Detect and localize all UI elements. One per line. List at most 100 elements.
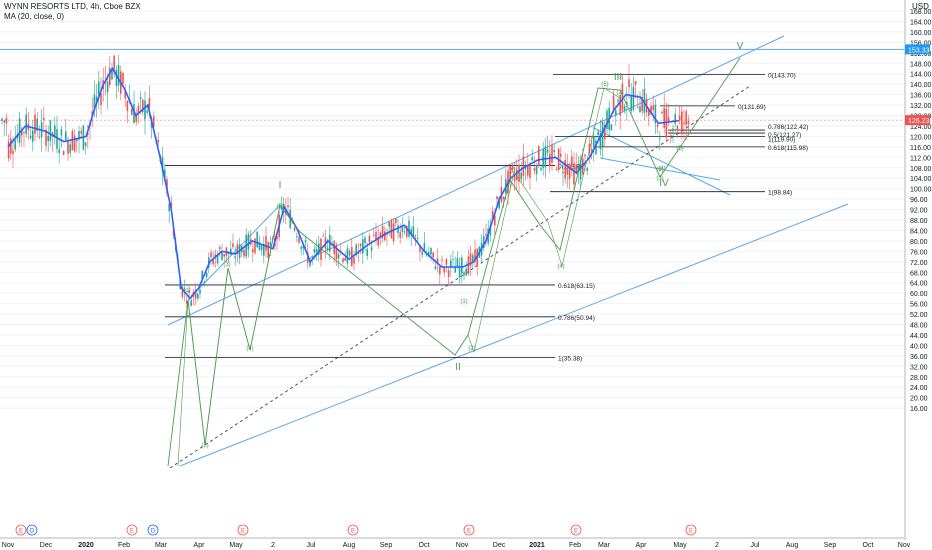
candle-body bbox=[445, 259, 448, 265]
candle-body bbox=[687, 121, 690, 125]
wave-label: (5) bbox=[276, 204, 283, 210]
candle-body bbox=[623, 106, 626, 111]
time-tick-label: Sep bbox=[380, 542, 393, 549]
candle-body bbox=[186, 300, 188, 304]
time-tick-label: Jul bbox=[307, 542, 316, 549]
candle-body bbox=[18, 118, 21, 143]
candle-body bbox=[650, 105, 652, 115]
candle-body bbox=[516, 169, 518, 181]
candle-body bbox=[595, 140, 597, 155]
candle-body bbox=[533, 168, 536, 171]
current-price-label: 126.23 bbox=[908, 118, 930, 125]
candle-body bbox=[100, 93, 102, 106]
candle-body bbox=[355, 244, 357, 256]
candle-body bbox=[80, 131, 82, 134]
time-tick-label: Nov bbox=[898, 542, 911, 549]
candle-body bbox=[373, 235, 375, 236]
candle-body bbox=[377, 236, 379, 246]
candle-body bbox=[269, 242, 272, 248]
currency-label: USD bbox=[912, 2, 929, 11]
candle-body bbox=[454, 266, 456, 273]
candle-body bbox=[267, 242, 269, 258]
price-tick-label: 116.00 bbox=[910, 145, 931, 152]
candle-body bbox=[364, 237, 366, 244]
wave-label: (5) bbox=[676, 146, 683, 152]
candle-body bbox=[113, 55, 115, 72]
candle-body bbox=[392, 223, 395, 242]
candle-body bbox=[639, 106, 641, 113]
candle-body bbox=[47, 135, 49, 142]
candle-body bbox=[353, 257, 355, 264]
candle-body bbox=[551, 145, 553, 163]
candle-body bbox=[135, 113, 137, 123]
candle-body bbox=[586, 168, 588, 172]
wave-label: (2) bbox=[616, 90, 623, 96]
candle-body bbox=[115, 69, 118, 86]
candle-body bbox=[60, 129, 63, 136]
symbol-title[interactable]: WYNN RESORTS LTD, 4h, Cboe BZX bbox=[4, 2, 141, 11]
candle-body bbox=[573, 163, 575, 185]
candle-body bbox=[452, 258, 454, 260]
candle-body bbox=[652, 105, 654, 110]
candle-body bbox=[577, 166, 580, 172]
indicator-label[interactable]: MA (20, close, 0) bbox=[4, 12, 65, 21]
candle-body bbox=[441, 259, 443, 261]
candle-body bbox=[188, 290, 190, 293]
candle-body bbox=[648, 109, 650, 116]
channel-upper-line bbox=[167, 35, 785, 326]
wave-label: (4) bbox=[246, 346, 253, 352]
candle-body bbox=[406, 225, 408, 237]
time-tick-label: Jul bbox=[751, 542, 760, 549]
candle-body bbox=[62, 151, 65, 156]
candle-body bbox=[153, 116, 155, 127]
candle-body bbox=[590, 149, 593, 152]
candle-body bbox=[243, 249, 245, 257]
candle-body bbox=[403, 231, 406, 233]
time-tick-label: Feb bbox=[569, 542, 581, 549]
candle-body bbox=[414, 235, 417, 237]
time-tick-label: Apr bbox=[636, 542, 648, 549]
candle-body bbox=[494, 215, 496, 226]
candle-body bbox=[401, 225, 404, 233]
current-price-badge bbox=[905, 115, 930, 126]
candle-body bbox=[93, 94, 96, 111]
candle-body bbox=[456, 258, 459, 268]
candle-body bbox=[7, 141, 10, 159]
candle-body bbox=[439, 266, 441, 275]
candle-body bbox=[593, 136, 595, 148]
candle-body bbox=[265, 236, 267, 251]
wave-label: (5) bbox=[601, 82, 608, 88]
price-tick-label: 20.00 bbox=[910, 396, 928, 403]
candle-body bbox=[483, 236, 485, 249]
candle-body bbox=[260, 245, 263, 250]
candle-body bbox=[667, 117, 670, 122]
candle-body bbox=[430, 248, 432, 255]
price-tick-label: 168.00 bbox=[910, 9, 932, 16]
channel-segment bbox=[599, 157, 721, 181]
candle-body bbox=[335, 244, 338, 260]
candle-body bbox=[164, 169, 166, 181]
candle-body bbox=[212, 259, 214, 265]
candle-body bbox=[254, 238, 256, 253]
event-marker bbox=[570, 524, 582, 536]
time-tick-label: Nov bbox=[456, 542, 469, 549]
event-marker-label: D bbox=[30, 529, 35, 535]
candle-body bbox=[133, 104, 135, 124]
candle-body bbox=[566, 164, 569, 175]
candle-body bbox=[390, 220, 393, 239]
candle-body bbox=[584, 154, 586, 157]
candle-body bbox=[683, 122, 685, 124]
candle-body bbox=[342, 258, 344, 263]
candle-body bbox=[326, 247, 329, 251]
candle-body bbox=[368, 235, 371, 243]
candle-body bbox=[597, 131, 599, 135]
event-marker-label: E bbox=[241, 529, 245, 535]
candle-body bbox=[111, 68, 113, 80]
candle-body bbox=[412, 226, 415, 238]
candle-body bbox=[71, 131, 74, 151]
candle-body bbox=[285, 208, 287, 215]
hline-price-label: 153.33 bbox=[908, 47, 930, 54]
candle-body bbox=[49, 120, 52, 141]
candle-body bbox=[496, 196, 498, 200]
wave-label: (2) bbox=[201, 443, 208, 449]
